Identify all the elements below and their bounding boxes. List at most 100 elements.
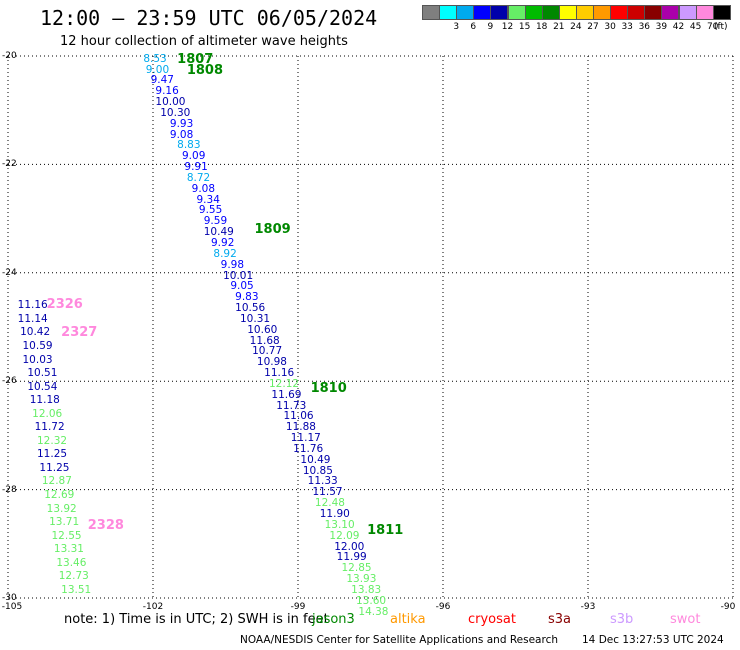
legend-label: 3	[453, 22, 460, 32]
swot-swh-value: 12.87	[41, 475, 72, 488]
grid-lines	[7, 55, 734, 599]
jason-swh-value: 11.99	[336, 551, 367, 564]
satellite-label-swot: swot	[670, 612, 701, 627]
jason-swh-value: 11.90	[319, 507, 350, 520]
legend-label: 45	[689, 22, 702, 32]
swot-swh-value: 13.71	[49, 516, 80, 529]
jason-swh-value: 9.92	[211, 236, 235, 249]
jason-swh-value: 10.98	[256, 356, 287, 369]
jason-swh-value: 9.09	[182, 150, 206, 163]
jason-swh-value: 14.38	[358, 605, 389, 618]
jason-swh-value: 11.16	[264, 367, 295, 380]
lon-tick-label: -96	[435, 602, 451, 612]
jason-swh-value: 12.12	[269, 377, 300, 390]
legend-unit: (ft)	[714, 22, 728, 32]
jason-swh-value: 12.00	[334, 540, 365, 553]
lat-tick-label: -28	[2, 484, 17, 495]
jason-swh-value: 10.31	[240, 312, 271, 325]
swot-swh-value: 10.03	[22, 353, 53, 366]
swot-swh-value: 12.69	[44, 489, 75, 502]
jason-swh-value: 13.83	[351, 583, 382, 596]
jason-swh-value: 13.60	[356, 594, 387, 607]
swot-swh-value: 11.18	[29, 394, 60, 407]
jason-swh-value: 12.48	[314, 497, 345, 510]
map-subtitle: 12 hour collection of altimeter wave hei…	[60, 34, 348, 49]
jason-swh-value: 11.68	[249, 334, 280, 347]
swot-swh-value: 13.31	[53, 543, 84, 556]
jason-swh-value: 11.69	[271, 388, 302, 401]
jason-swh-value: 9.47	[150, 74, 174, 87]
jason-swh-value: 13.93	[346, 573, 377, 586]
pass-time-label: 2327	[61, 325, 98, 341]
legend-color-box	[712, 5, 731, 20]
lat-tick-label: -20	[2, 51, 17, 61]
jason-swh-value: 10.85	[302, 464, 333, 477]
lat-tick-label: -24	[2, 267, 17, 278]
pass-time-label: 1810	[310, 380, 347, 396]
swot-swh-value: 13.46	[56, 556, 87, 569]
lat-tick-label: -22	[2, 159, 17, 170]
jason-swh-value: 9.05	[230, 280, 254, 293]
legend-label: 33	[621, 22, 633, 32]
swot-swh-value: 11.16	[17, 299, 48, 312]
legend-label: 12	[501, 22, 514, 32]
swot-swh-value: 10.51	[27, 367, 58, 380]
jason-swh-value: 11.33	[307, 475, 338, 488]
swot-swh-value: 12.32	[37, 434, 68, 447]
jason-swh-value: 10.00	[155, 96, 186, 109]
pass-time-label: 2328	[87, 517, 124, 533]
swot-swh-value: 12.73	[58, 570, 89, 583]
jason-swh-value: 10.49	[203, 226, 234, 239]
swot-swh-value: 11.72	[34, 421, 65, 434]
jason-swh-value: 11.06	[283, 410, 314, 423]
legend-label: 27	[587, 22, 599, 32]
jason-swh-value: 8.53	[143, 52, 167, 65]
pass-time-label: 2326	[46, 296, 83, 312]
lon-tick-label: -102	[142, 602, 164, 612]
swot-swh-value: 10.42	[20, 326, 51, 339]
legend-label: 70	[706, 22, 719, 32]
lat-tick-label: -26	[2, 376, 17, 387]
swot-swh-value: 12.06	[32, 407, 63, 420]
legend-label: 39	[655, 22, 668, 32]
satellite-label-s3a: s3a	[548, 612, 572, 627]
legend-label: 6	[470, 22, 477, 32]
jason-swh-value: 9.59	[203, 215, 228, 228]
lat-tick-label: -30	[2, 593, 17, 603]
legend-label: 9	[487, 22, 494, 32]
jason-swh-value: 8.83	[177, 139, 201, 152]
footer-credit: NOAA/NESDIS Center for Satellite Applica…	[240, 634, 558, 646]
jason-swh-value: 10.56	[235, 302, 266, 315]
pass-time-label: 1811	[367, 523, 404, 539]
lon-tick-label: -105	[1, 602, 23, 612]
satellite-label-altika: altika	[390, 612, 426, 627]
jason-swh-value: 11.17	[290, 432, 321, 445]
satellite-label-s3b: s3b	[610, 612, 634, 627]
jason-swh-value: 9.98	[220, 258, 245, 271]
jason-swh-value: 8.72	[186, 171, 211, 184]
satellite-label-jason3: jason3	[312, 612, 355, 627]
jason-swh-value: 9.91	[184, 161, 208, 174]
jason-swh-value: 10.49	[300, 453, 331, 466]
lon-tick-label: -90	[720, 602, 736, 612]
swot-swh-value: 10.54	[27, 380, 58, 393]
footer-timestamp: 14 Dec 13:27:53 UTC 2024	[582, 634, 724, 646]
legend-label: 42	[672, 22, 685, 32]
swot-swh-value: 10.59	[22, 339, 53, 352]
swot-swh-value: 11.14	[17, 312, 48, 325]
swot-swh-value: 11.25	[37, 448, 68, 461]
swot-swh-value: 13.51	[61, 583, 92, 596]
jason-swh-value: 11.73	[276, 399, 307, 412]
jason-swh-value: 10.77	[252, 345, 283, 358]
legend-label: 30	[604, 22, 616, 32]
jason-swh-value: 9.55	[198, 204, 223, 217]
pass-time-label: 1808	[186, 62, 224, 78]
swot-swh-value: 13.92	[46, 502, 77, 515]
jason-swh-value: 13.10	[324, 518, 355, 531]
legend-label: 15	[518, 22, 531, 32]
jason-swh-value: 10.01	[223, 269, 254, 282]
jason-swh-value: 8.92	[213, 247, 237, 260]
jason-swh-value: 12.09	[329, 529, 360, 542]
